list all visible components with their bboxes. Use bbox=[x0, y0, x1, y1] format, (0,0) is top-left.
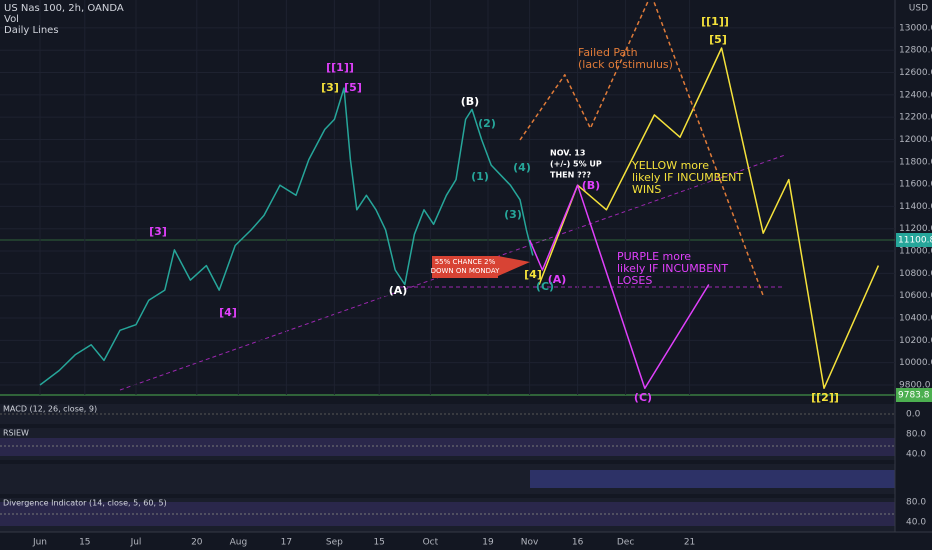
y-tick-label: 10000.0 bbox=[899, 358, 932, 368]
y-tick-label: 10400.0 bbox=[899, 314, 932, 324]
wave-label: [5] bbox=[344, 81, 362, 94]
note: LOSES bbox=[617, 274, 652, 287]
x-tick-label: 15 bbox=[373, 538, 384, 548]
callout-text: DOWN ON MONDAY bbox=[431, 267, 501, 275]
wave-label: [[1]] bbox=[326, 61, 354, 74]
rsi-band bbox=[0, 438, 895, 456]
wave-label: (2) bbox=[478, 117, 496, 130]
x-tick-label: Sep bbox=[326, 538, 343, 548]
series-line bbox=[519, 0, 764, 296]
x-tick-label: Jul bbox=[130, 538, 142, 548]
x-tick-label: Nov bbox=[521, 538, 539, 548]
x-tick-label: Dec bbox=[617, 538, 634, 548]
wave-label: [4] bbox=[219, 306, 237, 319]
y-tick-label: 11600.0 bbox=[899, 180, 932, 190]
note: likely IF INCUMBENT bbox=[632, 171, 743, 184]
price-tag-label: 9783.8 bbox=[898, 391, 930, 401]
wave-label: (C) bbox=[634, 391, 652, 404]
currency: USD bbox=[909, 4, 928, 14]
note: Failed Path bbox=[578, 46, 638, 59]
note: THEN ??? bbox=[550, 171, 591, 180]
wave-label: [3] bbox=[321, 81, 339, 94]
y-tick-label: 10200.0 bbox=[899, 336, 932, 346]
wave-label: (A) bbox=[548, 273, 567, 286]
y-tick-label: 10800.0 bbox=[899, 269, 932, 279]
plot bbox=[0, 0, 895, 395]
price-tag bbox=[896, 388, 932, 402]
price-tag-label: 11100.8 bbox=[898, 236, 932, 246]
y-tick-label: 12400.0 bbox=[899, 90, 932, 100]
note: PURPLE more bbox=[617, 250, 691, 263]
pane-tick: 80.0 bbox=[906, 430, 926, 440]
y-tick-label: 12600.0 bbox=[899, 68, 932, 78]
wave-label: [5] bbox=[709, 33, 727, 46]
wave-label: [[2]] bbox=[811, 391, 839, 404]
wave-label: (B) bbox=[461, 95, 479, 108]
note: WINS bbox=[632, 183, 661, 196]
x-tick-label: 17 bbox=[281, 538, 292, 548]
note: NOV. 13 bbox=[550, 149, 585, 158]
y-tick-label: 12800.0 bbox=[899, 46, 932, 56]
y-tick-label: 11400.0 bbox=[899, 202, 932, 212]
x-tick-label: 20 bbox=[191, 538, 203, 548]
pane-tick: 0.0 bbox=[906, 410, 921, 420]
pane-tick: 40.0 bbox=[906, 450, 926, 460]
wave-label: [[1]] bbox=[701, 15, 729, 28]
y-tick-label: 9800.0 bbox=[899, 380, 931, 390]
wave-label: [4] bbox=[524, 268, 542, 281]
pane-label: Divergence Indicator (14, close, 5, 60, … bbox=[3, 499, 167, 508]
y-tick-label: 12000.0 bbox=[899, 135, 932, 145]
x-tick-label: 15 bbox=[79, 538, 90, 548]
series-line bbox=[538, 47, 880, 390]
y-tick-label: 11000.0 bbox=[899, 247, 932, 257]
osc-band bbox=[530, 470, 895, 488]
callout bbox=[432, 256, 530, 278]
wave-label: (C) bbox=[536, 280, 554, 293]
wave-label: (3) bbox=[504, 208, 522, 221]
pane-tick: 80.0 bbox=[906, 498, 926, 508]
wave-label: (B) bbox=[582, 179, 600, 192]
wave-label: (1) bbox=[471, 170, 489, 183]
subtitle: Vol bbox=[4, 14, 19, 25]
price-tag bbox=[896, 233, 932, 247]
note: YELLOW more bbox=[631, 159, 709, 172]
x-tick-label: Aug bbox=[230, 538, 248, 548]
x-tick-label: Oct bbox=[423, 538, 439, 548]
y-tick-label: 11200.0 bbox=[899, 224, 932, 234]
callout-text: 55% CHANCE 2% bbox=[435, 258, 496, 266]
macd-pane bbox=[0, 404, 895, 424]
series-line bbox=[528, 184, 710, 390]
x-tick-label: Jun bbox=[32, 538, 47, 548]
y-tick-label: 13000.0 bbox=[899, 23, 932, 33]
pane-label: RSIEW bbox=[3, 429, 29, 438]
x-tick-label: 16 bbox=[572, 538, 584, 548]
note: likely IF INCUMBENT bbox=[617, 262, 728, 275]
wave-label: (A) bbox=[389, 284, 408, 297]
x-tick-label: 21 bbox=[684, 538, 695, 548]
pane-label: MACD (12, 26, close, 9) bbox=[3, 405, 97, 414]
wave-label: [3] bbox=[149, 225, 167, 238]
chart-title: US Nas 100, 2h, OANDA bbox=[4, 3, 124, 14]
pane-tick: 40.0 bbox=[906, 518, 926, 528]
subtitle: Daily Lines bbox=[4, 25, 59, 36]
y-tick-label: 11800.0 bbox=[899, 157, 932, 167]
note: (lack of stimulus) bbox=[578, 58, 673, 71]
wave-label: (4) bbox=[513, 161, 531, 174]
x-tick-label: 19 bbox=[482, 538, 494, 548]
y-tick-label: 12200.0 bbox=[899, 113, 932, 123]
series-line bbox=[39, 87, 534, 386]
note: (+/-) 5% UP bbox=[550, 160, 602, 169]
y-tick-label: 10600.0 bbox=[899, 291, 932, 301]
